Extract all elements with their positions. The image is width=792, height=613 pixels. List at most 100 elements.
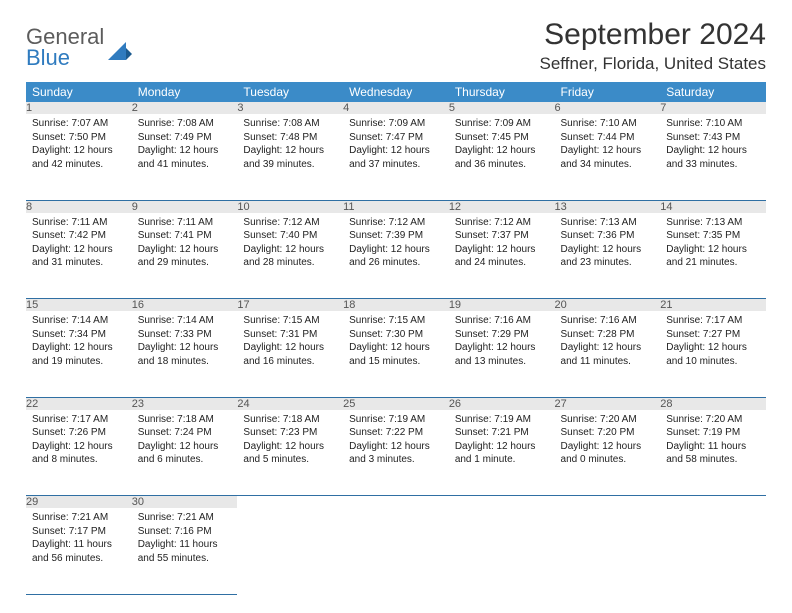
day-line-day1: Daylight: 12 hours (349, 243, 443, 257)
day-cell: Sunrise: 7:21 AMSunset: 7:16 PMDaylight:… (132, 508, 238, 594)
day-content: Sunrise: 7:21 AMSunset: 7:16 PMDaylight:… (132, 508, 238, 571)
day-line-sunrise: Sunrise: 7:13 AM (561, 216, 655, 230)
day-line-day1: Daylight: 11 hours (32, 538, 126, 552)
day-line-day2: and 3 minutes. (349, 453, 443, 467)
day-number: 4 (343, 102, 449, 114)
day-number: 23 (132, 397, 238, 410)
day-cell: Sunrise: 7:17 AMSunset: 7:26 PMDaylight:… (26, 410, 132, 496)
day-number: 5 (449, 102, 555, 114)
day-cell: Sunrise: 7:14 AMSunset: 7:33 PMDaylight:… (132, 311, 238, 397)
day-number: 16 (132, 299, 238, 312)
day-line-sunset: Sunset: 7:39 PM (349, 229, 443, 243)
day-line-sunset: Sunset: 7:21 PM (455, 426, 549, 440)
day-content: Sunrise: 7:14 AMSunset: 7:33 PMDaylight:… (132, 311, 238, 374)
day-line-day1: Daylight: 11 hours (138, 538, 232, 552)
day-line-day2: and 33 minutes. (666, 158, 760, 172)
empty-cell (660, 496, 766, 509)
daynum-row: 22232425262728 (26, 397, 766, 410)
day-number: 29 (26, 496, 132, 509)
day-line-sunrise: Sunrise: 7:18 AM (138, 413, 232, 427)
day-line-sunrise: Sunrise: 7:14 AM (32, 314, 126, 328)
day-line-sunset: Sunset: 7:40 PM (243, 229, 337, 243)
day-cell: Sunrise: 7:12 AMSunset: 7:40 PMDaylight:… (237, 213, 343, 299)
day-line-day1: Daylight: 12 hours (243, 144, 337, 158)
day-line-day1: Daylight: 12 hours (243, 440, 337, 454)
week-row: Sunrise: 7:17 AMSunset: 7:26 PMDaylight:… (26, 410, 766, 496)
day-content: Sunrise: 7:20 AMSunset: 7:19 PMDaylight:… (660, 410, 766, 473)
week-row: Sunrise: 7:07 AMSunset: 7:50 PMDaylight:… (26, 114, 766, 200)
day-content: Sunrise: 7:19 AMSunset: 7:22 PMDaylight:… (343, 410, 449, 473)
day-cell: Sunrise: 7:19 AMSunset: 7:22 PMDaylight:… (343, 410, 449, 496)
day-line-sunset: Sunset: 7:30 PM (349, 328, 443, 342)
day-cell: Sunrise: 7:09 AMSunset: 7:45 PMDaylight:… (449, 114, 555, 200)
day-line-sunset: Sunset: 7:29 PM (455, 328, 549, 342)
day-content: Sunrise: 7:13 AMSunset: 7:35 PMDaylight:… (660, 213, 766, 276)
day-line-sunset: Sunset: 7:26 PM (32, 426, 126, 440)
day-line-sunset: Sunset: 7:22 PM (349, 426, 443, 440)
day-line-day2: and 36 minutes. (455, 158, 549, 172)
day-content: Sunrise: 7:20 AMSunset: 7:20 PMDaylight:… (555, 410, 661, 473)
empty-cell (449, 496, 555, 509)
day-line-sunset: Sunset: 7:20 PM (561, 426, 655, 440)
empty-cell (237, 496, 343, 509)
day-line-day2: and 6 minutes. (138, 453, 232, 467)
day-line-sunrise: Sunrise: 7:10 AM (666, 117, 760, 131)
day-number: 18 (343, 299, 449, 312)
day-line-sunrise: Sunrise: 7:20 AM (561, 413, 655, 427)
day-line-sunrise: Sunrise: 7:13 AM (666, 216, 760, 230)
day-line-sunrise: Sunrise: 7:20 AM (666, 413, 760, 427)
day-content: Sunrise: 7:11 AMSunset: 7:42 PMDaylight:… (26, 213, 132, 276)
day-line-day1: Daylight: 12 hours (561, 144, 655, 158)
day-content: Sunrise: 7:18 AMSunset: 7:23 PMDaylight:… (237, 410, 343, 473)
daynum-row: 15161718192021 (26, 299, 766, 312)
day-line-sunset: Sunset: 7:48 PM (243, 131, 337, 145)
day-content: Sunrise: 7:15 AMSunset: 7:30 PMDaylight:… (343, 311, 449, 374)
day-cell: Sunrise: 7:08 AMSunset: 7:49 PMDaylight:… (132, 114, 238, 200)
logo: General Blue (26, 18, 132, 69)
logo-blue: Blue (26, 47, 104, 69)
day-content: Sunrise: 7:07 AMSunset: 7:50 PMDaylight:… (26, 114, 132, 177)
day-line-day2: and 21 minutes. (666, 256, 760, 270)
day-content: Sunrise: 7:17 AMSunset: 7:26 PMDaylight:… (26, 410, 132, 473)
day-line-sunrise: Sunrise: 7:19 AM (455, 413, 549, 427)
day-line-day2: and 15 minutes. (349, 355, 443, 369)
day-line-day1: Daylight: 12 hours (32, 440, 126, 454)
day-line-day2: and 13 minutes. (455, 355, 549, 369)
day-cell: Sunrise: 7:11 AMSunset: 7:41 PMDaylight:… (132, 213, 238, 299)
daynum-row: 891011121314 (26, 200, 766, 213)
day-number: 13 (555, 200, 661, 213)
weekday-header: Monday (132, 82, 238, 102)
day-line-sunset: Sunset: 7:50 PM (32, 131, 126, 145)
day-line-day1: Daylight: 11 hours (666, 440, 760, 454)
day-line-day1: Daylight: 12 hours (32, 144, 126, 158)
day-cell: Sunrise: 7:13 AMSunset: 7:35 PMDaylight:… (660, 213, 766, 299)
day-line-sunset: Sunset: 7:42 PM (32, 229, 126, 243)
day-line-day2: and 24 minutes. (455, 256, 549, 270)
day-line-sunrise: Sunrise: 7:19 AM (349, 413, 443, 427)
day-line-day1: Daylight: 12 hours (561, 243, 655, 257)
day-line-sunset: Sunset: 7:49 PM (138, 131, 232, 145)
day-line-sunrise: Sunrise: 7:21 AM (138, 511, 232, 525)
weekday-header: Saturday (660, 82, 766, 102)
day-line-day2: and 16 minutes. (243, 355, 337, 369)
day-line-sunset: Sunset: 7:24 PM (138, 426, 232, 440)
empty-cell (555, 496, 661, 509)
day-line-day1: Daylight: 12 hours (138, 440, 232, 454)
empty-cell (449, 508, 555, 594)
day-number: 28 (660, 397, 766, 410)
day-line-day1: Daylight: 12 hours (666, 144, 760, 158)
day-number: 19 (449, 299, 555, 312)
empty-cell (660, 508, 766, 594)
day-line-sunrise: Sunrise: 7:12 AM (349, 216, 443, 230)
day-line-sunset: Sunset: 7:31 PM (243, 328, 337, 342)
empty-cell (343, 508, 449, 594)
day-number: 8 (26, 200, 132, 213)
day-line-day2: and 8 minutes. (32, 453, 126, 467)
day-line-sunset: Sunset: 7:17 PM (32, 525, 126, 539)
day-content: Sunrise: 7:08 AMSunset: 7:48 PMDaylight:… (237, 114, 343, 177)
daynum-row: 1234567 (26, 102, 766, 114)
day-cell: Sunrise: 7:09 AMSunset: 7:47 PMDaylight:… (343, 114, 449, 200)
day-content: Sunrise: 7:21 AMSunset: 7:17 PMDaylight:… (26, 508, 132, 571)
logo-triangle-icon (108, 42, 132, 60)
day-content: Sunrise: 7:10 AMSunset: 7:43 PMDaylight:… (660, 114, 766, 177)
